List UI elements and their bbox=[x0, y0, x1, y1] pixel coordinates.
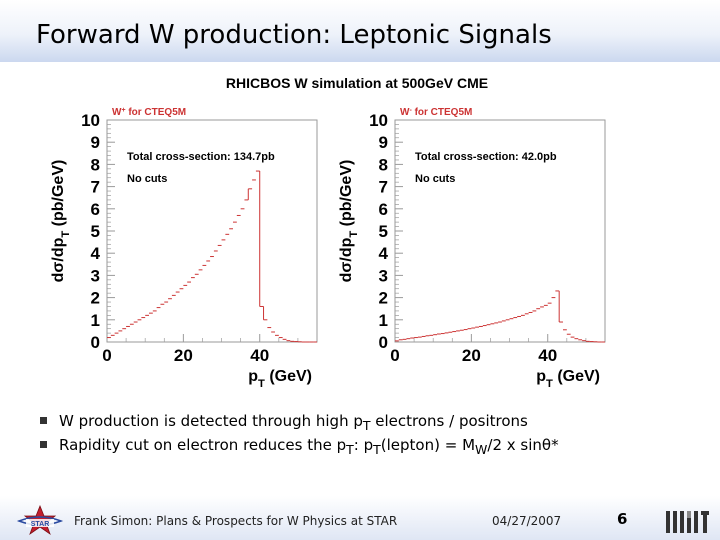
y-axis-label: dσ/dpT (pb/GeV) bbox=[338, 160, 360, 283]
y-tick-label: 0 bbox=[91, 333, 100, 352]
y-tick-label: 10 bbox=[81, 111, 100, 130]
x-tick-label: 40 bbox=[250, 346, 269, 365]
panel-title: W+ for CTEQ5M bbox=[112, 107, 186, 119]
y-tick-label: 1 bbox=[379, 311, 388, 330]
x-axis-label: pT (GeV) bbox=[248, 368, 312, 390]
y-tick-label: 4 bbox=[91, 244, 101, 263]
x-axis-label: pT (GeV) bbox=[536, 368, 600, 390]
footer-presenter: Frank Simon: Plans & Prospects for W Phy… bbox=[74, 514, 398, 528]
plot-annotation: Total cross-section: 42.0pb bbox=[415, 151, 557, 163]
plot-annotation: Total cross-section: 134.7pb bbox=[127, 151, 275, 163]
y-tick-label: 3 bbox=[379, 266, 388, 285]
bullet-item: W production is detected through high pT… bbox=[40, 412, 710, 436]
footer-band bbox=[0, 496, 720, 540]
y-tick-label: 1 bbox=[91, 311, 100, 330]
y-tick-label: 8 bbox=[91, 155, 100, 174]
mit-logo-icon bbox=[666, 511, 709, 533]
slide-title: Forward W production: Leptonic Signals bbox=[36, 20, 552, 50]
bullet-text: W production is detected through high pT… bbox=[59, 412, 528, 433]
x-tick-label: 20 bbox=[174, 346, 193, 365]
star-logo-icon: STAR bbox=[16, 505, 64, 536]
y-tick-label: 3 bbox=[91, 266, 100, 285]
y-tick-label: 5 bbox=[91, 222, 100, 241]
y-tick-label: 7 bbox=[91, 178, 100, 197]
y-tick-label: 2 bbox=[91, 289, 100, 308]
plot-annotation: No cuts bbox=[127, 173, 167, 185]
y-tick-label: 2 bbox=[379, 289, 388, 308]
figure-title: RHICBOS W simulation at 500GeV CME bbox=[226, 75, 488, 91]
panel-title: W- for CTEQ5M bbox=[400, 107, 472, 119]
y-tick-label: 10 bbox=[369, 111, 388, 130]
y-axis-label: dσ/dpT (pb/GeV) bbox=[50, 160, 72, 283]
x-tick-label: 20 bbox=[462, 346, 481, 365]
x-tick-label: 0 bbox=[390, 346, 399, 365]
page-number: 6 bbox=[617, 510, 628, 528]
bullet-text: Rapidity cut on electron reduces the pT:… bbox=[59, 436, 559, 457]
bullet-square-icon bbox=[40, 417, 47, 424]
y-tick-label: 5 bbox=[379, 222, 388, 241]
y-tick-label: 4 bbox=[379, 244, 389, 263]
plot-annotation: No cuts bbox=[415, 173, 455, 185]
title-band bbox=[0, 0, 720, 62]
y-tick-label: 8 bbox=[379, 155, 388, 174]
y-tick-label: 0 bbox=[379, 333, 388, 352]
figure-area: RHICBOS W simulation at 500GeV CME W+ fo… bbox=[50, 75, 606, 390]
y-tick-label: 9 bbox=[91, 133, 100, 152]
histogram-panel-w-plus: W+ for CTEQ5M Total cross-section: 134.7p… bbox=[50, 107, 318, 390]
y-tick-label: 6 bbox=[379, 200, 388, 219]
x-tick-label: 0 bbox=[102, 346, 111, 365]
footer-date: 04/27/2007 bbox=[492, 514, 562, 528]
x-tick-label: 40 bbox=[538, 346, 557, 365]
y-tick-label: 7 bbox=[379, 178, 388, 197]
bullet-list: W production is detected through high pT… bbox=[40, 412, 710, 460]
bullet-item: Rapidity cut on electron reduces the pT:… bbox=[40, 436, 710, 460]
svg-text:STAR: STAR bbox=[31, 521, 50, 528]
y-tick-label: 9 bbox=[379, 133, 388, 152]
y-tick-label: 6 bbox=[91, 200, 100, 219]
histogram-panel-w-minus: W- for CTEQ5M Total cross-section: 42.0pb… bbox=[338, 107, 606, 390]
bullet-square-icon bbox=[40, 441, 47, 448]
